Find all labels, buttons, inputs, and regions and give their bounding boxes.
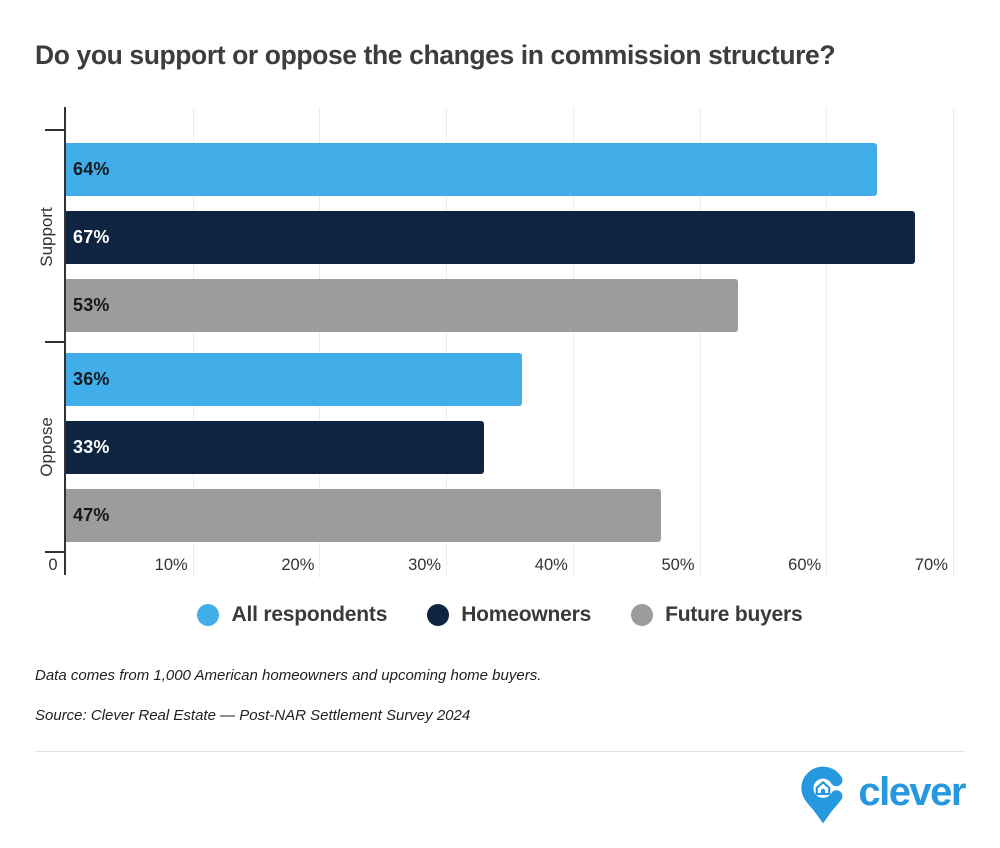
bar-support-future-buyers: 53% xyxy=(66,279,738,332)
footnote-source: Source: Clever Real Estate — Post-NAR Se… xyxy=(35,707,471,724)
bar-support-homeowners: 67% xyxy=(66,211,915,264)
bar-chart: Support Oppose 64% 67% 53% 36% 33% 47% 0 10% 20%… xyxy=(37,107,954,578)
gridline xyxy=(826,107,828,578)
gridline xyxy=(446,107,448,578)
bar-value-label: 33% xyxy=(73,437,110,457)
legend-dot-icon xyxy=(631,604,654,626)
bar-value-label: 36% xyxy=(73,369,110,389)
legend-dot-icon xyxy=(197,604,220,626)
bar-value-label: 47% xyxy=(73,505,110,525)
gridline xyxy=(192,107,194,578)
x-axis-tick-label: 0 xyxy=(48,556,58,574)
x-axis-tick-label: 50% xyxy=(661,556,695,574)
gridline xyxy=(952,107,954,578)
bar-support-all-respondents: 64% xyxy=(66,143,877,196)
y-axis-tick xyxy=(45,129,66,131)
x-axis-tick-label: 70% xyxy=(914,556,948,574)
divider xyxy=(35,751,965,752)
bar-oppose-all-respondents: 36% xyxy=(66,353,523,406)
gridline xyxy=(319,107,321,578)
clever-wordmark: clever xyxy=(858,770,966,814)
y-axis-group-label: Oppose xyxy=(37,417,56,477)
x-axis-tick-label: 30% xyxy=(408,556,442,574)
legend-label: Future buyers xyxy=(665,603,803,626)
bar-value-label: 67% xyxy=(73,227,110,247)
legend: All respondents Homeowners Future buyers xyxy=(0,597,1000,633)
legend-item: Homeowners xyxy=(427,603,591,627)
bar-value-label: 53% xyxy=(73,295,110,315)
footnote-data: Data comes from 1,000 American homeowner… xyxy=(35,667,542,684)
clever-logo: clever xyxy=(799,765,966,825)
legend-item: Future buyers xyxy=(631,603,803,627)
clever-pin-house-icon xyxy=(801,766,848,824)
x-axis-tick-label: 40% xyxy=(534,556,568,574)
bar-oppose-homeowners: 33% xyxy=(66,421,485,474)
x-axis-tick-label: 60% xyxy=(788,556,822,574)
legend-label: Homeowners xyxy=(461,603,592,626)
y-axis-tick xyxy=(45,551,66,553)
y-axis-group-label: Support xyxy=(37,207,56,267)
legend-item: All respondents xyxy=(197,603,387,627)
bar-oppose-future-buyers: 47% xyxy=(66,489,662,542)
x-axis-tick-label: 10% xyxy=(154,556,188,574)
gridline xyxy=(699,107,701,578)
bar-value-label: 64% xyxy=(73,159,110,179)
gridline xyxy=(572,107,574,578)
x-axis-tick-label: 20% xyxy=(281,556,315,574)
y-axis-tick xyxy=(45,341,66,343)
legend-label: All respondents xyxy=(231,603,388,626)
legend-dot-icon xyxy=(427,604,450,626)
chart-title: Do you support or oppose the changes in … xyxy=(35,40,836,70)
